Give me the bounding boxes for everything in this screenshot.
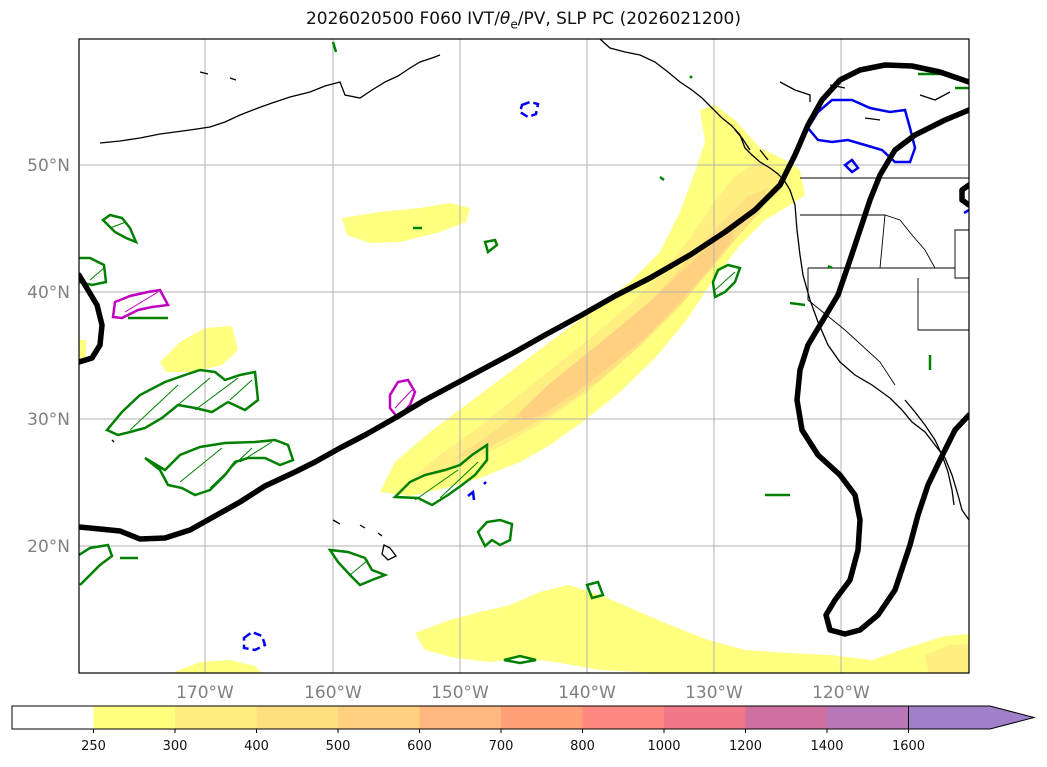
- colorbar-segment: [419, 706, 502, 729]
- colorbar-segment: [93, 706, 176, 729]
- colorbar-segment: [582, 706, 665, 729]
- colorbar-tick-label: 400: [244, 739, 269, 754]
- colorbar-segments: [12, 706, 991, 729]
- lon-label-170w: 170°W: [176, 683, 234, 703]
- lat-label-30n: 30°N: [27, 410, 70, 430]
- colorbar-tick-label: 250: [81, 739, 106, 754]
- title-prefix: 2026020500 F060 IVT/: [305, 9, 500, 29]
- colorbar-segment: [338, 706, 420, 729]
- colorbar-segment: [664, 706, 746, 729]
- colorbar-segment: [501, 706, 583, 729]
- lat-label-50n: 50°N: [27, 156, 70, 176]
- colorbar-extend-arrow: [908, 705, 1036, 730]
- title-suffix: /PV, SLP PC (2026021200): [517, 9, 742, 29]
- lon-label-140w: 140°W: [558, 683, 616, 703]
- graticule: [79, 39, 969, 673]
- magenta-contours: [111, 288, 417, 420]
- lat-label-40n: 40°N: [27, 283, 70, 303]
- colorbar-tick-label: 1600: [892, 739, 925, 754]
- colorbar-segment: [827, 706, 909, 729]
- map-title: 2026020500 F060 IVT/θe/PV, SLP PC (20260…: [0, 9, 1047, 31]
- lat-label-20n: 20°N: [27, 537, 70, 557]
- pv-hatching: [89, 221, 736, 576]
- blue-contours: [242, 98, 969, 652]
- political-borders: [800, 177, 969, 386]
- colorbar-tick-label: 500: [326, 739, 351, 754]
- pv-contours: [79, 41, 969, 665]
- map-plot-area: [79, 39, 969, 673]
- lon-label-150w: 150°W: [431, 683, 489, 703]
- colorbar-tick-label: 300: [163, 739, 188, 754]
- colorbar-segment: [12, 706, 94, 729]
- slp-contours: [79, 62, 969, 637]
- colorbar-tick-label: 600: [407, 739, 432, 754]
- colorbar-segment: [745, 706, 828, 729]
- lon-label-120w: 120°W: [812, 683, 870, 703]
- colorbar-segment: [175, 706, 257, 729]
- colorbar-tick-label: 1000: [647, 739, 680, 754]
- colorbar-tick-label: 800: [570, 739, 595, 754]
- colorbar-ticks: 250 300 400 500 600 700 800 1000 1200 1400 1600: [81, 729, 925, 754]
- ivt-shading: [79, 105, 969, 673]
- lon-labels: 170°W 160°W 150°W 140°W 130°W 120°W: [176, 683, 870, 703]
- map-frame: [78, 38, 970, 674]
- colorbar: 250 300 400 500 600 700 800 1000 1200 1400 1600: [11, 705, 1036, 754]
- lat-labels: 50°N 40°N 30°N 20°N: [27, 156, 70, 557]
- colorbar-segment: [256, 706, 339, 729]
- colorbar-tick-label: 700: [489, 739, 514, 754]
- lon-label-130w: 130°W: [685, 683, 743, 703]
- colorbar-tick-label: 1400: [810, 739, 843, 754]
- title-theta: θ: [499, 9, 511, 29]
- colorbar-tick-label: 1200: [729, 739, 762, 754]
- colorbar-frame: [11, 705, 909, 730]
- lon-label-160w: 160°W: [304, 683, 362, 703]
- title-theta-sub: e: [510, 17, 518, 32]
